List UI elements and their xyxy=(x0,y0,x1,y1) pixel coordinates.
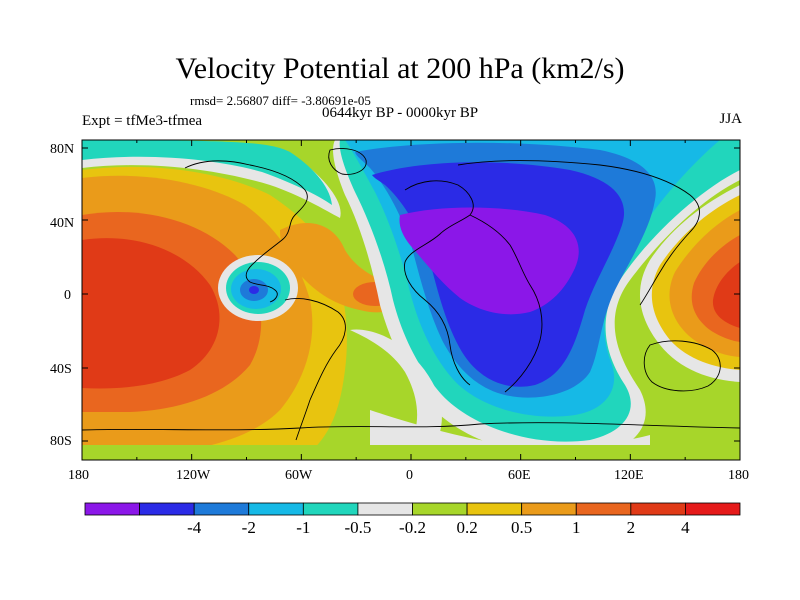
lon-tick-label: 180 xyxy=(68,468,89,483)
lon-tick-label: 60W xyxy=(285,468,313,483)
colorbar-box xyxy=(139,502,195,516)
axis-ticks xyxy=(81,140,741,460)
lat-tick-label: 80N xyxy=(50,142,75,157)
colorbar-label: -0.5 xyxy=(344,518,372,537)
rmsd-diff-stats: rmsd= 2.56807 diff= -3.80691e-05 xyxy=(190,93,371,108)
lon-tick-label: 180 xyxy=(728,468,749,483)
map-title: Velocity Potential at 200 hPa (km2/s) xyxy=(175,52,625,85)
time-period-label: 0644kyr BP - 0000kyr BP xyxy=(321,105,479,121)
colorbar-box xyxy=(248,502,304,516)
colorbar-box xyxy=(521,502,577,516)
lon-tick-label: 120W xyxy=(176,468,211,483)
colorbar xyxy=(84,502,741,516)
lat-tick-label: 40N xyxy=(50,216,75,231)
colorbar-label: 2 xyxy=(626,518,636,537)
colorbar-label: -4 xyxy=(187,518,202,537)
colorbar-label: -2 xyxy=(241,518,256,537)
experiment-label: Expt = tfMe3-tfmea xyxy=(82,113,203,129)
colorbar-box xyxy=(357,502,413,516)
colorbar-label: 1 xyxy=(572,518,581,537)
season-label: JJA xyxy=(719,111,742,127)
lat-tick-label: 40S xyxy=(50,362,72,377)
colorbar-box xyxy=(466,502,523,516)
lat-tick-label: 0 xyxy=(64,288,71,303)
colorbar-label: 0.5 xyxy=(511,518,533,537)
contour-fill xyxy=(82,140,740,460)
colorbar-box xyxy=(412,502,468,516)
colorbar-label: -0.2 xyxy=(399,518,426,537)
lat-tick-label: 80S xyxy=(50,434,72,449)
lon-tick-label: 0 xyxy=(406,468,413,483)
colorbar-box xyxy=(193,502,250,516)
lon-tick-label: 60E xyxy=(508,468,531,483)
coastlines xyxy=(82,148,740,441)
colorbar-box xyxy=(630,502,686,516)
colorbar-label: 4 xyxy=(681,518,690,537)
lon-tick-label: 120E xyxy=(614,468,644,483)
colorbar-label: -1 xyxy=(296,518,311,537)
colorbar-box xyxy=(302,502,359,516)
colorbar-box xyxy=(685,502,741,516)
colorbar-box xyxy=(575,502,632,516)
colorbar-label: 0.2 xyxy=(456,518,478,537)
colorbar-box xyxy=(84,502,140,516)
